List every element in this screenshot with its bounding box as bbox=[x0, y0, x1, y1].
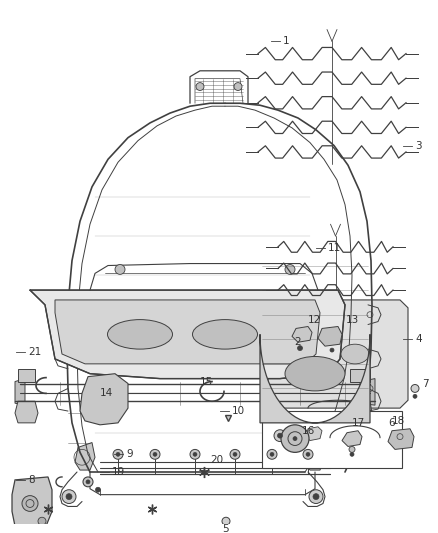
Circle shape bbox=[297, 346, 303, 351]
Text: 19: 19 bbox=[112, 467, 125, 477]
Circle shape bbox=[193, 453, 197, 456]
Circle shape bbox=[292, 445, 298, 450]
Text: 15: 15 bbox=[200, 376, 213, 386]
Polygon shape bbox=[30, 290, 345, 378]
Circle shape bbox=[313, 494, 319, 499]
Polygon shape bbox=[350, 369, 370, 382]
Circle shape bbox=[293, 437, 297, 441]
Circle shape bbox=[234, 83, 242, 91]
Circle shape bbox=[285, 264, 295, 274]
Circle shape bbox=[278, 433, 283, 438]
Circle shape bbox=[38, 517, 46, 525]
Polygon shape bbox=[240, 303, 270, 342]
Text: 10: 10 bbox=[232, 406, 245, 416]
Polygon shape bbox=[318, 327, 342, 346]
Polygon shape bbox=[12, 477, 52, 531]
Polygon shape bbox=[305, 442, 325, 470]
Polygon shape bbox=[292, 327, 312, 342]
Circle shape bbox=[233, 453, 237, 456]
Circle shape bbox=[151, 508, 153, 511]
Circle shape bbox=[349, 447, 355, 453]
Circle shape bbox=[190, 449, 200, 459]
Polygon shape bbox=[15, 401, 38, 423]
Circle shape bbox=[113, 449, 123, 459]
Polygon shape bbox=[342, 431, 362, 447]
Polygon shape bbox=[268, 300, 408, 408]
Circle shape bbox=[411, 384, 419, 392]
Text: 9: 9 bbox=[126, 449, 133, 459]
Circle shape bbox=[274, 430, 286, 441]
Circle shape bbox=[150, 449, 160, 459]
Circle shape bbox=[66, 494, 72, 499]
Polygon shape bbox=[348, 401, 372, 423]
Polygon shape bbox=[80, 374, 128, 425]
Circle shape bbox=[413, 394, 417, 398]
Circle shape bbox=[115, 264, 125, 274]
Polygon shape bbox=[388, 429, 414, 449]
Text: 6: 6 bbox=[388, 418, 395, 428]
Circle shape bbox=[202, 470, 206, 474]
Circle shape bbox=[222, 517, 230, 525]
Text: 20: 20 bbox=[210, 455, 223, 465]
Circle shape bbox=[196, 83, 204, 91]
Circle shape bbox=[230, 449, 240, 459]
Polygon shape bbox=[360, 378, 375, 405]
Polygon shape bbox=[18, 369, 35, 382]
Text: 13: 13 bbox=[346, 314, 359, 325]
Circle shape bbox=[288, 355, 292, 359]
Circle shape bbox=[350, 453, 354, 456]
Polygon shape bbox=[75, 442, 95, 470]
Circle shape bbox=[287, 346, 293, 352]
Polygon shape bbox=[55, 300, 320, 364]
Bar bbox=[262, 411, 402, 468]
Circle shape bbox=[270, 453, 274, 456]
Text: 8: 8 bbox=[28, 475, 35, 485]
Ellipse shape bbox=[107, 320, 173, 349]
Circle shape bbox=[22, 496, 38, 511]
Circle shape bbox=[223, 529, 229, 533]
Circle shape bbox=[62, 490, 76, 504]
Text: 14: 14 bbox=[100, 389, 113, 398]
Text: 18: 18 bbox=[392, 416, 405, 426]
Circle shape bbox=[86, 480, 90, 484]
Polygon shape bbox=[306, 427, 322, 441]
Polygon shape bbox=[15, 378, 25, 405]
Text: 7: 7 bbox=[422, 378, 429, 389]
Circle shape bbox=[281, 425, 309, 453]
Ellipse shape bbox=[341, 344, 369, 364]
Text: 4: 4 bbox=[415, 334, 422, 344]
Text: 1: 1 bbox=[283, 36, 290, 46]
Text: 3: 3 bbox=[415, 141, 422, 150]
Ellipse shape bbox=[281, 344, 309, 364]
Circle shape bbox=[153, 453, 157, 456]
Text: 11: 11 bbox=[328, 243, 341, 253]
Circle shape bbox=[267, 449, 277, 459]
Text: 2: 2 bbox=[294, 337, 300, 347]
Text: 12: 12 bbox=[308, 314, 321, 325]
Text: 5: 5 bbox=[222, 524, 229, 533]
Text: 17: 17 bbox=[352, 418, 365, 428]
Circle shape bbox=[306, 453, 310, 456]
Circle shape bbox=[83, 477, 93, 487]
Circle shape bbox=[46, 508, 49, 511]
Ellipse shape bbox=[192, 320, 258, 349]
Circle shape bbox=[116, 453, 120, 456]
Text: 16: 16 bbox=[302, 426, 315, 435]
Ellipse shape bbox=[285, 357, 345, 391]
Circle shape bbox=[330, 348, 334, 352]
Polygon shape bbox=[260, 334, 370, 423]
Circle shape bbox=[95, 487, 100, 492]
Text: 21: 21 bbox=[28, 347, 41, 357]
Circle shape bbox=[303, 449, 313, 459]
Circle shape bbox=[309, 490, 323, 504]
